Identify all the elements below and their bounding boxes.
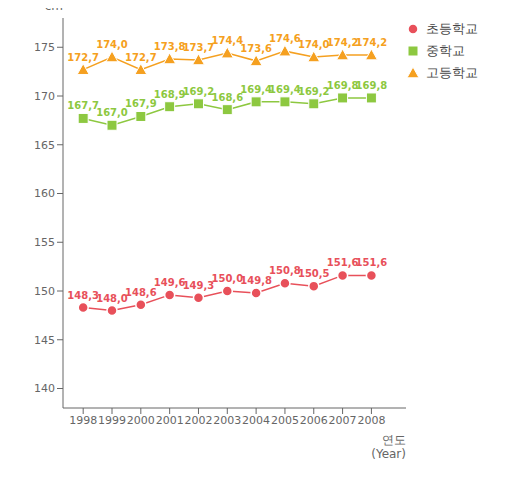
svg-text:174,6: 174,6 [269, 33, 301, 44]
html-text:초등학교: 초등학교 [426, 21, 478, 36]
svg-text:2006: 2006 [300, 414, 328, 427]
svg-text:2000: 2000 [127, 414, 155, 427]
svg-text:140: 140 [34, 382, 55, 395]
svg-text:cm: cm [45, 8, 63, 13]
svg-text:169,8: 169,8 [327, 80, 359, 91]
svg-text:2008: 2008 [357, 414, 385, 427]
svg-text:150,0: 150,0 [211, 273, 243, 284]
svg-text:174,4: 174,4 [211, 35, 243, 46]
svg-text:165: 165 [34, 139, 55, 152]
svg-text:172,7: 172,7 [67, 52, 99, 63]
svg-text:148,0: 148,0 [96, 293, 128, 304]
svg-text:150: 150 [34, 285, 55, 298]
svg-text:169,2: 169,2 [298, 86, 330, 97]
svg-text:172,7: 172,7 [125, 52, 157, 63]
svg-text:168,9: 168,9 [154, 89, 186, 100]
svg-text:170: 170 [34, 90, 55, 103]
svg-text:174,0: 174,0 [96, 39, 128, 50]
svg-text:2005: 2005 [271, 414, 299, 427]
svg-text:149,6: 149,6 [154, 277, 186, 288]
svg-text:175: 175 [34, 41, 55, 54]
svg-text:150,5: 150,5 [298, 268, 330, 279]
svg-text:160: 160 [34, 187, 55, 200]
svg-text:148,6: 148,6 [125, 287, 157, 298]
html-text:중학교: 중학교 [426, 43, 465, 58]
svg-text:149,8: 149,8 [240, 275, 272, 286]
svg-text:173,7: 173,7 [183, 42, 215, 53]
svg-text:169,2: 169,2 [183, 86, 215, 97]
svg-text:167,0: 167,0 [96, 107, 128, 118]
svg-text:2004: 2004 [242, 414, 270, 427]
svg-text:148,3: 148,3 [67, 290, 99, 301]
svg-text:151,6: 151,6 [327, 257, 359, 268]
svg-text:2002: 2002 [184, 414, 212, 427]
svg-text:174,2: 174,2 [356, 37, 388, 48]
svg-text:169,4: 169,4 [240, 84, 272, 95]
svg-text:150,8: 150,8 [269, 265, 301, 276]
svg-text:174,0: 174,0 [298, 39, 330, 50]
svg-text:173,8: 173,8 [154, 41, 186, 52]
svg-text:2001: 2001 [156, 414, 184, 427]
svg-text:173,6: 173,6 [240, 43, 272, 54]
svg-text:151,6: 151,6 [356, 257, 388, 268]
svg-text:149,3: 149,3 [183, 280, 215, 291]
svg-text:167,9: 167,9 [125, 98, 157, 109]
svg-text:1999: 1999 [98, 414, 126, 427]
svg-text:169,4: 169,4 [269, 84, 301, 95]
svg-text:167,7: 167,7 [67, 100, 99, 111]
svg-text:연도(Year): 연도(Year) [371, 433, 406, 461]
svg-text:2003: 2003 [213, 414, 241, 427]
html-text:고등학교: 고등학교 [426, 65, 478, 80]
svg-text:155: 155 [34, 236, 55, 249]
svg-text:1998: 1998 [69, 414, 97, 427]
svg-text:2007: 2007 [329, 414, 357, 427]
svg-text:174,2: 174,2 [327, 37, 359, 48]
svg-text:145: 145 [34, 334, 55, 347]
svg-text:168,6: 168,6 [211, 92, 243, 103]
svg-text:169,8: 169,8 [356, 80, 388, 91]
